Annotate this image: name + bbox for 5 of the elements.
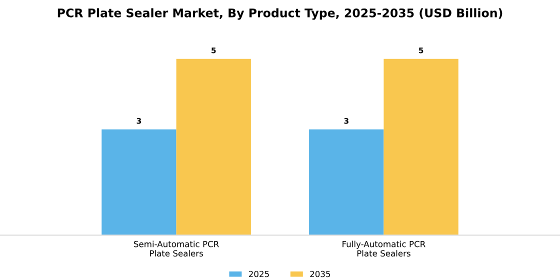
x-tick-label: Semi-Automatic PCR Plate Sealers bbox=[134, 240, 219, 257]
legend-label: 2035 bbox=[310, 270, 330, 278]
chart-title: PCR Plate Sealer Market, By Product Type, 2025-2035 (USD Billion) bbox=[58, 8, 502, 20]
legend-label: 2025 bbox=[248, 270, 269, 278]
x-tick-label: Fully-Automatic PCR Plate Sealers bbox=[342, 240, 426, 257]
